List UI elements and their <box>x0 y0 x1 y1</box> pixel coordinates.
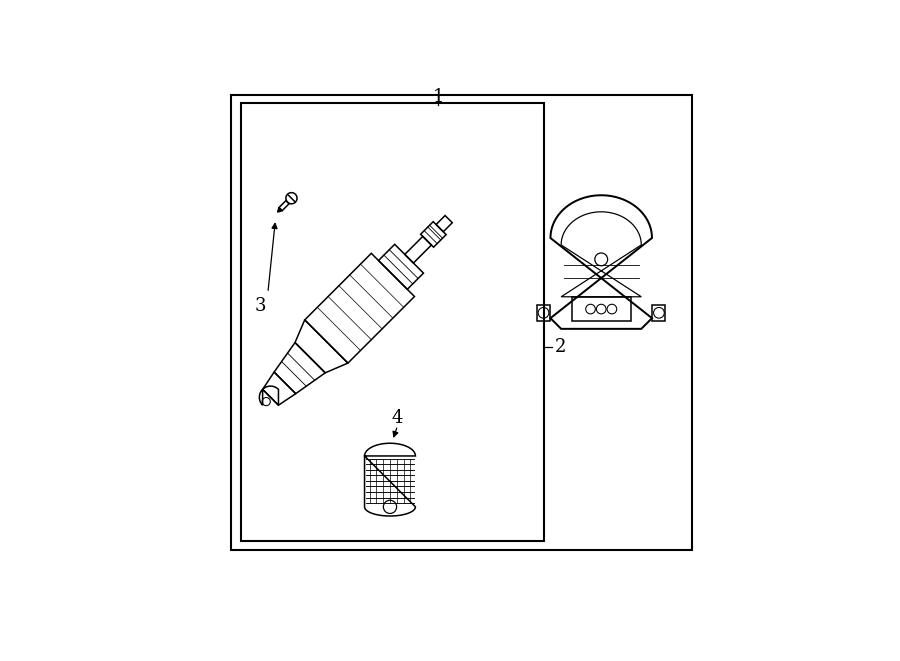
Text: 4: 4 <box>392 408 403 427</box>
Bar <box>241 103 544 541</box>
Text: 3: 3 <box>255 297 266 315</box>
Text: 1: 1 <box>433 88 444 106</box>
Text: 2: 2 <box>554 338 566 356</box>
Bar <box>231 95 692 550</box>
Polygon shape <box>277 208 282 212</box>
